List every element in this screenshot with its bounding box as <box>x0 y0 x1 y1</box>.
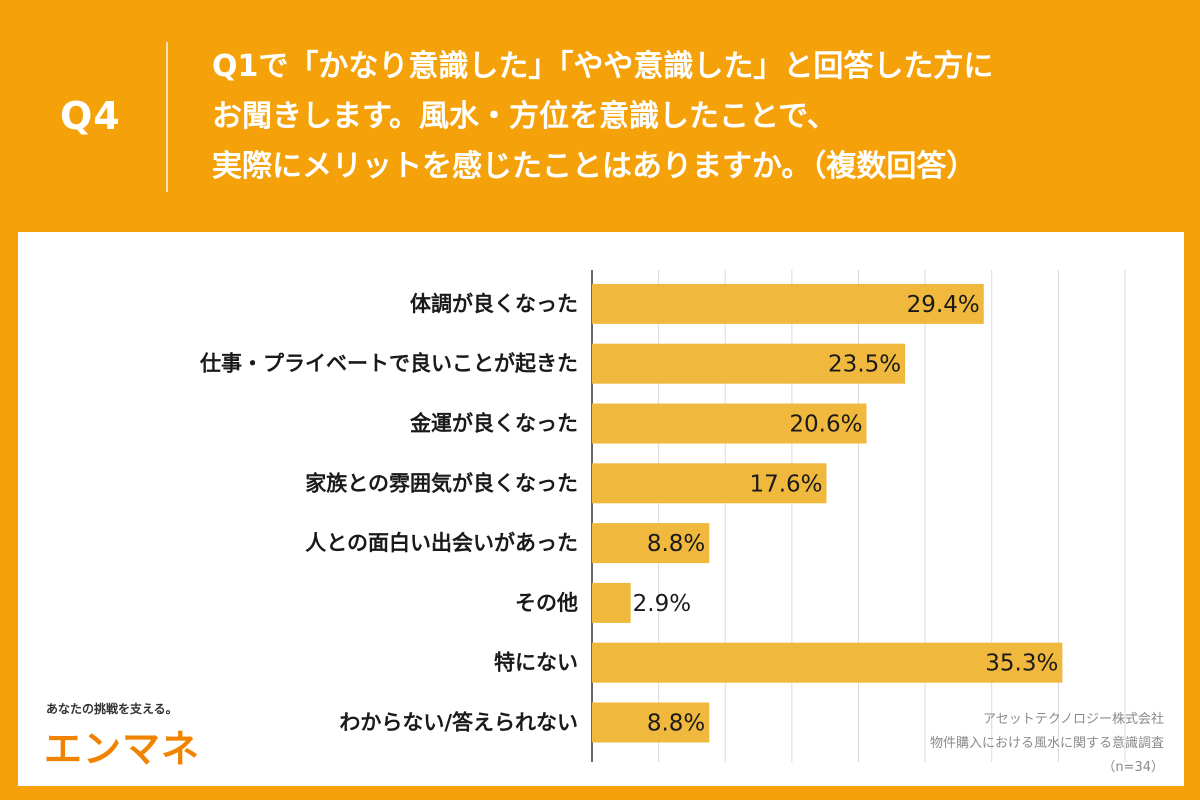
question-number: Q4 <box>60 94 121 138</box>
brand-logo: エンマネ <box>44 727 201 771</box>
data-label: 8.8% <box>647 711 705 737</box>
bar <box>592 523 710 564</box>
data-label: 20.6% <box>789 412 862 438</box>
source-survey: 物件購入における風水に関する意識調査 <box>929 736 1164 751</box>
category-label: 特にない <box>494 651 578 675</box>
header-divider <box>166 42 168 192</box>
question-text: Q1で「かなり意識した」「やや意識した」と回答した方に お聞きします。風水・方位… <box>212 42 1172 192</box>
bar <box>592 582 631 623</box>
bar-chart: 体調が良くなった 29.4% 仕事・プライベートで良いことが起きた 23.5% 金運が良… <box>199 270 1126 762</box>
bar <box>592 463 827 504</box>
bar <box>592 403 867 444</box>
chart-panel: 体調が良くなった 29.4% 仕事・プライベートで良いことが起きた 23.5% 金運が良… <box>18 232 1184 786</box>
data-label: 8.8% <box>647 531 705 557</box>
bar <box>592 642 1063 683</box>
data-label: 2.9% <box>633 591 691 617</box>
category-label: 仕事・プライベートで良いことが起きた <box>199 352 578 376</box>
category-label: 人との面白い出会いがあった <box>305 531 578 555</box>
category-label: その他 <box>515 591 578 615</box>
bar <box>592 702 710 743</box>
data-label: 29.4% <box>907 292 980 318</box>
data-label: 35.3% <box>985 651 1058 677</box>
bar <box>592 343 906 384</box>
source-note: アセットテクノロジー株式会社 物件購入における風水に関する意識調査 （n=34） <box>930 708 1164 780</box>
data-label: 23.5% <box>828 352 901 378</box>
category-label: わからない/答えられない <box>339 711 578 735</box>
category-label: 金運が良くなった <box>409 412 578 436</box>
question-line-1: Q1で「かなり意識した」「やや意識した」と回答した方に <box>212 49 994 84</box>
question-line-3: 実際にメリットを感じたことはありますか。（複数回答） <box>212 149 977 184</box>
data-label: 17.6% <box>749 471 822 497</box>
bar <box>592 283 984 324</box>
source-company: アセットテクノロジー株式会社 <box>983 712 1164 727</box>
category-label: 体調が良くなった <box>410 292 578 316</box>
source-sample: （n=34） <box>1102 760 1164 775</box>
category-label: 家族との雰囲気が良くなった <box>305 471 578 495</box>
question-line-2: お聞きします。風水・方位を意識したことで、 <box>212 99 837 134</box>
logo-tagline: あなたの挑戦を支える。 <box>46 702 178 716</box>
